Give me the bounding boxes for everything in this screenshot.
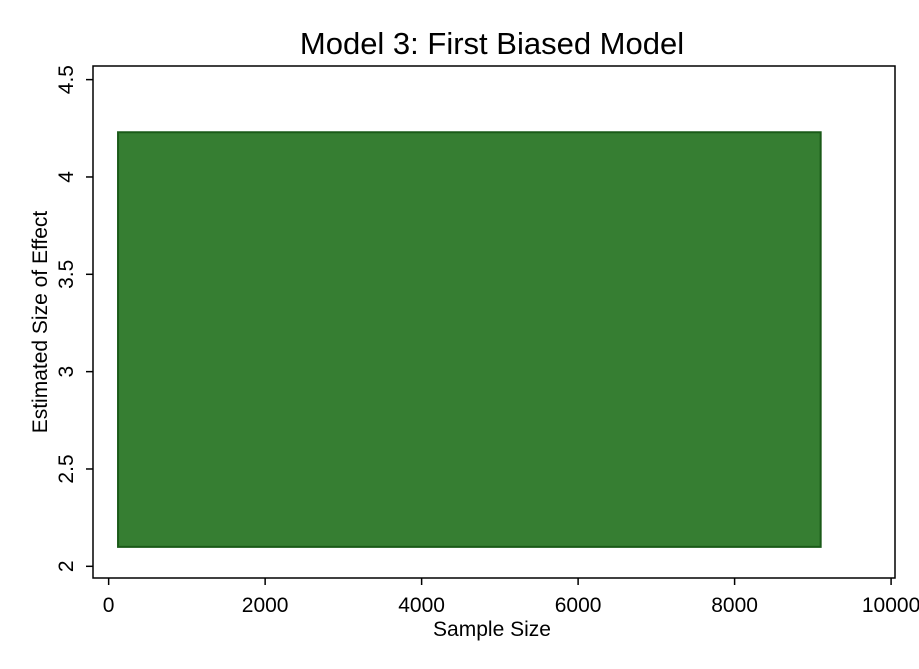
y-tick-label: 3.5 [55,260,78,289]
y-tick-label: 4.5 [55,65,78,94]
y-axis-label: Estimated Size of Effect [29,211,52,434]
area-series-0 [117,131,822,548]
y-tick-label: 4 [55,171,78,183]
x-tick-label: 10000 [862,594,919,617]
x-tick-label: 8000 [711,594,758,617]
x-tick-label: 6000 [555,594,602,617]
y-axis: 2 2.5 3 3.5 4 4.5 [55,65,93,572]
x-tick-label: 2000 [242,594,289,617]
chart-title: Model 3: First Biased Model [300,26,684,61]
y-tick-label: 3 [55,366,78,378]
y-tick-label: 2.5 [55,454,78,483]
plot-marks [117,131,822,548]
y-tick-label: 2 [55,560,78,572]
x-axis-label: Sample Size [433,618,551,641]
x-tick-label: 4000 [398,594,445,617]
x-axis: 0 2000 4000 6000 8000 10000 [103,578,919,617]
x-tick-label: 0 [103,594,115,617]
